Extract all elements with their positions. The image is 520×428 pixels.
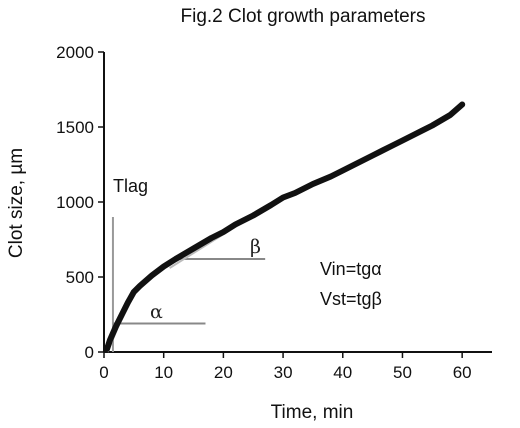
x-tick-label: 20: [214, 363, 233, 382]
series-layer: [104, 101, 466, 352]
y-tick-label: 500: [66, 268, 94, 287]
y-tick-label: 1500: [56, 118, 94, 137]
x-tick-label: 10: [154, 363, 173, 382]
annotation-lines: [106, 207, 266, 353]
vin-formula: Vin=tgα: [320, 259, 382, 279]
y-tick-label: 0: [85, 343, 94, 362]
x-tick-label: 30: [274, 363, 293, 382]
x-tick-label: 40: [333, 363, 352, 382]
ticks: 0 10 20 30 40 50 60 0 500 1000 1500 2000: [56, 43, 471, 382]
x-axis-label: Time, min: [271, 402, 354, 423]
x-tick-label: 0: [99, 363, 108, 382]
x-tick-label: 60: [453, 363, 472, 382]
y-tick-label: 1000: [56, 193, 94, 212]
series-line: [104, 101, 466, 352]
y-tick-label: 2000: [56, 43, 94, 62]
chart-title: Fig.2 Clot growth parameters: [181, 6, 426, 27]
vst-formula: Vst=tgβ: [320, 289, 382, 309]
tlag-label: Tlag: [113, 176, 148, 196]
x-tick-label: 50: [393, 363, 412, 382]
alpha-label: α: [150, 301, 163, 323]
beta-label: β: [250, 236, 261, 258]
y-axis-label: Clot size, µm: [6, 148, 27, 258]
